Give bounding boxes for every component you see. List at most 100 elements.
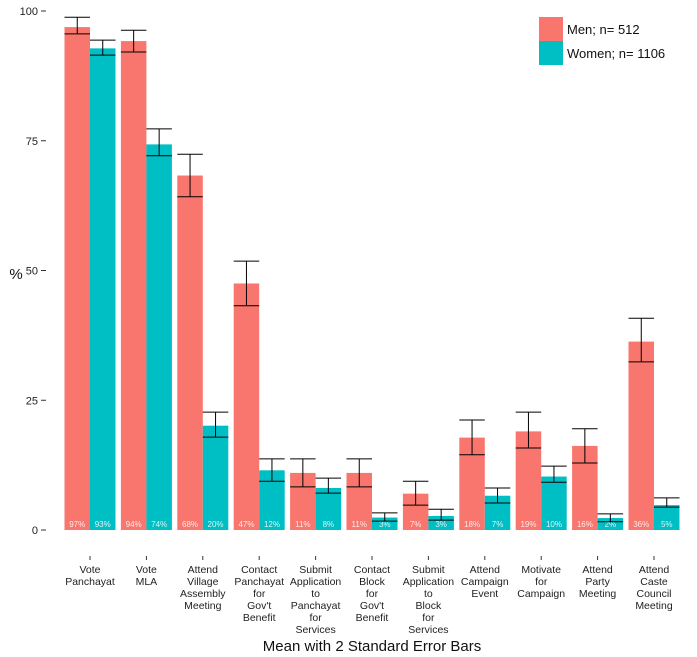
x-tick-label: Contact Panchayat for Gov't Benefit xyxy=(234,564,284,624)
bar-value-label: 36% xyxy=(633,520,649,529)
x-tick-label: Attend Party Meeting xyxy=(579,564,617,600)
y-tick-label: 100 xyxy=(20,6,38,18)
x-tick-label: Attend Village Assembly Meeting xyxy=(180,564,226,612)
bar-women xyxy=(654,505,680,530)
x-tick-label-line: Party xyxy=(585,576,610,588)
x-tick-label-line: Gov't xyxy=(360,600,384,612)
bar-value-label: 74% xyxy=(151,520,167,529)
bar-women xyxy=(146,144,172,530)
x-tick-label-line: Panchayat xyxy=(234,576,284,588)
bar-women xyxy=(202,425,229,530)
bar-value-label: 18% xyxy=(464,520,480,529)
x-tick-label: Vote MLA xyxy=(136,564,158,588)
bar-value-label: 11% xyxy=(352,520,367,529)
x-tick-label-line: Attend xyxy=(639,564,670,576)
bar-women xyxy=(541,476,567,530)
bar-value-label: 2% xyxy=(605,520,617,529)
x-tick-label-line: Meeting xyxy=(635,600,673,612)
x-tick-label-line: Vote xyxy=(79,564,100,576)
x-tick-label-line: Caste xyxy=(640,576,668,588)
x-tick-label-line: Attend xyxy=(188,564,219,576)
bar-women xyxy=(90,48,116,530)
bar-value-label: 12% xyxy=(264,520,280,529)
x-tick-label: Motivate for Campaign xyxy=(517,564,565,600)
x-tick-label-line: Contact xyxy=(354,564,390,576)
y-tick-label: 50 xyxy=(26,266,38,278)
bar-value-label: 11% xyxy=(295,520,310,529)
x-tick-label-line: Event xyxy=(471,588,498,600)
x-tick-label-line: Meeting xyxy=(184,600,222,612)
x-tick-label-line: Gov't xyxy=(247,600,271,612)
legend-swatch xyxy=(539,41,563,65)
x-tick-label-line: Vote xyxy=(136,564,157,576)
bar-women xyxy=(428,515,454,530)
bar-value-label: 16% xyxy=(577,520,593,529)
bar-men xyxy=(233,283,260,530)
y-axis-label: % xyxy=(9,266,22,283)
x-tick-label: Submit Application to Panchayat for Services xyxy=(290,564,342,636)
x-tick-label-line: Meeting xyxy=(579,588,617,600)
bar-women xyxy=(597,518,624,530)
x-tick-label-line: Benefit xyxy=(243,612,276,624)
x-tick-label-line: Application xyxy=(403,576,455,588)
bar-value-label: 5% xyxy=(661,520,673,529)
x-tick-label-line: Submit xyxy=(299,564,332,576)
x-tick-label-line: Attend xyxy=(582,564,613,576)
x-tick-label: Contact Block for Gov't Benefit xyxy=(354,564,390,624)
x-tick-label-line: Council xyxy=(636,588,671,600)
x-axis-label: Mean with 2 Standard Error Bars xyxy=(263,638,481,655)
x-tick-label-line: Benefit xyxy=(356,612,389,624)
bar-value-label: 7% xyxy=(492,520,504,529)
bar-value-label: 68% xyxy=(182,520,198,529)
y-tick-label: 25 xyxy=(26,395,38,407)
bar-value-label: 97% xyxy=(69,520,85,529)
x-tick-label-line: MLA xyxy=(136,576,158,588)
x-tick-label-line: Motivate xyxy=(521,564,561,576)
x-tick-label-line: Application xyxy=(290,576,342,588)
x-tick-label-line: Services xyxy=(408,624,448,636)
bar-value-label: 8% xyxy=(323,520,335,529)
x-tick-label-line: Panchayat xyxy=(291,600,341,612)
bar-value-label: 47% xyxy=(238,520,254,529)
x-tick-label-line: to xyxy=(424,588,433,600)
x-tick-label-line: for xyxy=(309,612,322,624)
x-tick-label-line: Services xyxy=(295,624,335,636)
x-tick-label-line: for xyxy=(253,588,266,600)
x-tick-label-line: Block xyxy=(416,600,442,612)
x-tick-label: Attend Caste Council Meeting xyxy=(635,564,673,612)
y-tick-label: 0 xyxy=(32,525,38,537)
x-tick-label-line: for xyxy=(366,588,379,600)
x-tick-label-line: Campaign xyxy=(461,576,509,588)
bar-value-label: 3% xyxy=(435,520,447,529)
bar-men xyxy=(177,175,203,530)
bar-women xyxy=(372,517,398,530)
bar-value-label: 10% xyxy=(546,520,562,529)
x-tick-label-line: Attend xyxy=(470,564,501,576)
legend-label: Men; n= 512 xyxy=(567,22,640,37)
bar-men xyxy=(64,27,90,531)
bar-men xyxy=(120,41,147,531)
x-tick-label-line: Submit xyxy=(412,564,445,576)
bar-value-label: 3% xyxy=(379,520,391,529)
bar-value-label: 7% xyxy=(410,520,422,529)
x-tick-label-line: Block xyxy=(359,576,385,588)
x-tick-label-line: Campaign xyxy=(517,588,565,600)
x-tick-label-line: to xyxy=(311,588,320,600)
x-tick-label-line: for xyxy=(422,612,435,624)
x-tick-label-line: Village xyxy=(187,576,218,588)
bar-value-label: 94% xyxy=(126,520,142,529)
x-tick-label-line: for xyxy=(535,576,548,588)
x-tick-label: Attend Campaign Event xyxy=(461,564,509,600)
legend-label: Women; n= 1106 xyxy=(567,46,665,61)
x-tick-label-line: Panchayat xyxy=(65,576,115,588)
x-tick-label: Submit Application to Block for Services xyxy=(403,564,455,636)
bar-value-label: 93% xyxy=(95,520,111,529)
bar-men xyxy=(628,341,654,530)
bar-women xyxy=(315,487,342,530)
x-tick-label: Vote Panchayat xyxy=(65,564,115,588)
x-tick-label-line: Contact xyxy=(241,564,277,576)
y-tick-label: 75 xyxy=(26,136,38,148)
x-tick-label-line: Assembly xyxy=(180,588,226,600)
bar-value-label: 20% xyxy=(208,520,224,529)
